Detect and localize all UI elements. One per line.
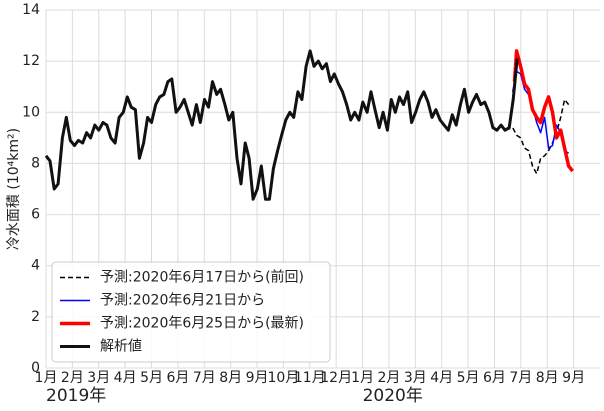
series-line bbox=[512, 49, 574, 173]
x-tick-label: 8月 bbox=[536, 370, 559, 386]
series-line bbox=[44, 49, 519, 201]
y-tick-label: 2 bbox=[31, 309, 40, 325]
x-tick-label: 5月 bbox=[457, 370, 480, 386]
x-tick-label: 4月 bbox=[114, 370, 137, 386]
x-tick-label: 11月 bbox=[294, 370, 326, 386]
y-tick-label: 4 bbox=[31, 258, 40, 274]
x-year-label: 2019年 bbox=[46, 386, 106, 406]
x-tick-label: 3月 bbox=[404, 370, 427, 386]
legend: 予測:2020年6月17日から(前回) 予測:2020年6月21日から予測:202… bbox=[51, 261, 331, 363]
legend-label: 予測:2020年6月17日から(前回) bbox=[100, 269, 304, 286]
x-tick-label: 2月 bbox=[377, 370, 400, 386]
x-tick-label: 1月 bbox=[35, 370, 58, 386]
y-axis-label: 冷水面積 (10⁴km²) bbox=[6, 128, 22, 250]
x-tick-label: 7月 bbox=[193, 370, 216, 386]
x-tick-label: 2月 bbox=[61, 370, 84, 386]
x-tick-label: 1月 bbox=[351, 370, 374, 386]
y-tick-label: 14 bbox=[22, 2, 40, 18]
y-tick-label: 10 bbox=[22, 104, 40, 120]
x-tick-label: 7月 bbox=[509, 370, 532, 386]
x-tick-label: 6月 bbox=[166, 370, 189, 386]
legend-label: 予測:2020年6月25日から(最新) bbox=[100, 316, 304, 332]
legend-label: 解析値 bbox=[100, 339, 142, 355]
y-tick-label: 6 bbox=[31, 207, 40, 223]
x-tick-label: 10月 bbox=[268, 370, 300, 386]
x-tick-label: 3月 bbox=[87, 370, 110, 386]
x-tick-label: 9月 bbox=[562, 370, 585, 386]
x-tick-label: 9月 bbox=[246, 370, 269, 386]
x-tick-label: 5月 bbox=[140, 370, 163, 386]
legend-box bbox=[51, 261, 331, 363]
y-tick-label: 8 bbox=[31, 155, 40, 171]
y-tick-label: 12 bbox=[22, 53, 40, 69]
x-tick-label: 4月 bbox=[430, 370, 453, 386]
x-year-label: 2020年 bbox=[363, 386, 423, 406]
x-tick-label: 8月 bbox=[219, 370, 242, 386]
x-tick-label: 6月 bbox=[483, 370, 506, 386]
series-line bbox=[505, 98, 570, 175]
legend-label: 予測:2020年6月21日から bbox=[100, 293, 265, 309]
y-tick-label: 0 bbox=[31, 360, 40, 376]
x-tick-label: 12月 bbox=[320, 370, 352, 386]
